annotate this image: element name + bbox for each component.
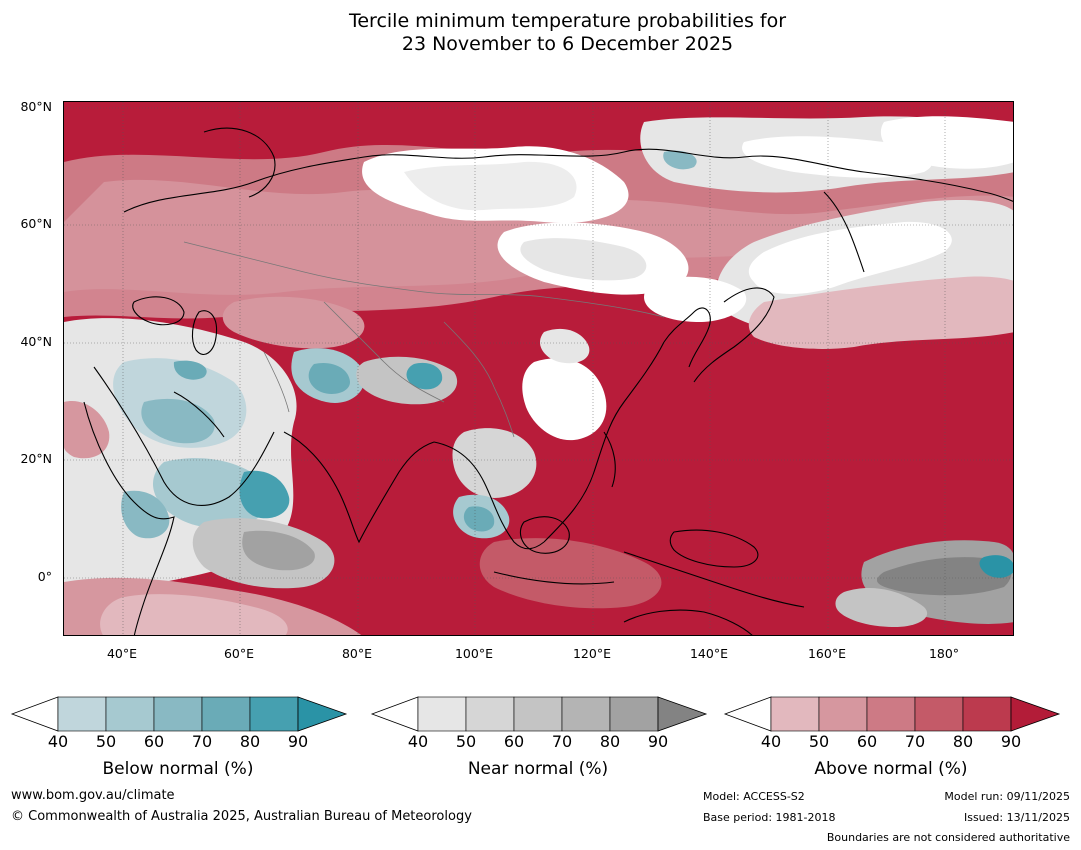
map-canvas bbox=[64, 102, 1013, 635]
lat-label-60n: 60°N bbox=[20, 216, 52, 231]
base-period-text: Base period: 1981-2018 bbox=[703, 811, 836, 824]
lon-label-80e: 80°E bbox=[341, 646, 373, 661]
probability-map bbox=[63, 101, 1014, 636]
title-line-1: Tercile minimum temperature probabilitie… bbox=[348, 10, 787, 32]
website-link[interactable]: www.bom.gov.au/climate bbox=[11, 788, 175, 803]
tick-label: 60 bbox=[856, 732, 878, 751]
colorbar-above-swatches bbox=[723, 696, 1061, 732]
tick-label: 80 bbox=[239, 732, 261, 751]
model-run-text: Model run: 09/11/2025 bbox=[944, 790, 1070, 803]
colorbar-title-near: Near normal (%) bbox=[467, 759, 609, 779]
lon-label-180: 180° bbox=[928, 646, 960, 661]
colorbar-extension-low bbox=[723, 696, 772, 732]
tick-label: 90 bbox=[287, 732, 309, 751]
colorbar-near-normal bbox=[370, 696, 708, 732]
tick-label: 90 bbox=[1000, 732, 1022, 751]
tick-label: 40 bbox=[407, 732, 429, 751]
colorbar-swatch bbox=[914, 696, 964, 732]
map-title: Tercile minimum temperature probabilitie… bbox=[0, 10, 1081, 56]
colorbar-swatch bbox=[561, 696, 611, 732]
colorbar-near-swatches bbox=[370, 696, 708, 732]
colorbar-title-above: Above normal (%) bbox=[814, 759, 968, 779]
colorbar-below-swatches bbox=[10, 696, 348, 732]
colorbar-swatch bbox=[866, 696, 916, 732]
colorbar-above-normal bbox=[723, 696, 1061, 732]
colorbar-below-normal bbox=[10, 696, 348, 732]
colorbar-swatch bbox=[609, 696, 659, 732]
lat-label-80n: 80°N bbox=[20, 99, 52, 114]
colorbar-extension-high bbox=[297, 696, 348, 732]
colorbar-swatch bbox=[153, 696, 203, 732]
colorbar-extension-high bbox=[1010, 696, 1061, 732]
tick-label: 70 bbox=[191, 732, 213, 751]
tick-label: 40 bbox=[760, 732, 782, 751]
lat-label-40n: 40°N bbox=[20, 334, 52, 349]
lon-label-160e: 160°E bbox=[807, 646, 846, 661]
colorbar-swatch bbox=[57, 696, 107, 732]
lon-label-60e: 60°E bbox=[223, 646, 255, 661]
disclaimer-text: Boundaries are not considered authoritat… bbox=[826, 831, 1070, 844]
lon-label-40e: 40°E bbox=[106, 646, 138, 661]
copyright-text: © Commonwealth of Australia 2025, Austra… bbox=[11, 809, 472, 824]
colorbar-title-below: Below normal (%) bbox=[102, 759, 254, 779]
tick-label: 60 bbox=[143, 732, 165, 751]
colorbar-swatch bbox=[201, 696, 251, 732]
tick-label: 70 bbox=[904, 732, 926, 751]
tick-label: 80 bbox=[599, 732, 621, 751]
tick-label: 50 bbox=[808, 732, 830, 751]
colorbar-swatch bbox=[513, 696, 563, 732]
colorbar-swatch bbox=[249, 696, 299, 732]
colorbar-swatch bbox=[818, 696, 868, 732]
tick-label: 40 bbox=[47, 732, 69, 751]
tick-label: 50 bbox=[455, 732, 477, 751]
colorbar-extension-low bbox=[10, 696, 59, 732]
issued-text: Issued: 13/11/2025 bbox=[963, 811, 1070, 824]
lat-label-0: 0° bbox=[37, 569, 52, 584]
lat-label-20n: 20°N bbox=[20, 451, 52, 466]
model-text: Model: ACCESS-S2 bbox=[703, 790, 805, 803]
tick-label: 50 bbox=[95, 732, 117, 751]
colorbar-swatch bbox=[962, 696, 1012, 732]
lon-label-120e: 120°E bbox=[572, 646, 611, 661]
colorbar-swatch bbox=[417, 696, 467, 732]
colorbar-extension-high bbox=[657, 696, 708, 732]
colorbar-extension-low bbox=[370, 696, 419, 732]
tick-label: 90 bbox=[647, 732, 669, 751]
tick-label: 80 bbox=[952, 732, 974, 751]
colorbar-swatch bbox=[465, 696, 515, 732]
lon-label-100e: 100°E bbox=[454, 646, 493, 661]
tick-label: 70 bbox=[551, 732, 573, 751]
colorbar-swatch bbox=[105, 696, 155, 732]
colorbar-swatch bbox=[770, 696, 820, 732]
tick-label: 60 bbox=[503, 732, 525, 751]
lon-label-140e: 140°E bbox=[689, 646, 728, 661]
title-line-2: 23 November to 6 December 2025 bbox=[401, 33, 734, 55]
